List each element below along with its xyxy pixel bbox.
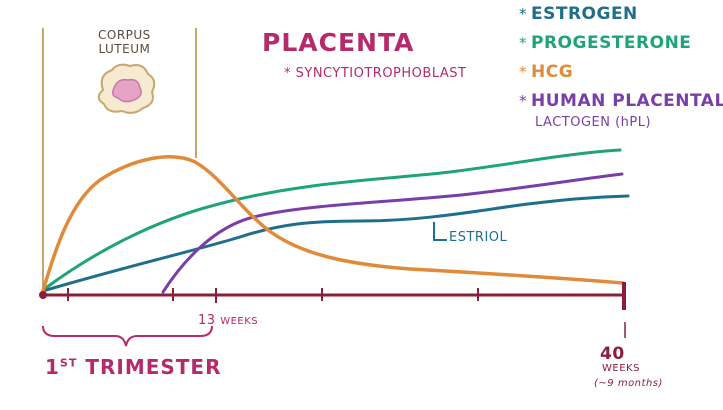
week13-number: 13: [198, 313, 216, 328]
legend-label: ESTROGEN: [531, 4, 638, 24]
progesterone-curve: [41, 148, 622, 292]
hpl-curve: [161, 172, 624, 294]
estrogen-curve: [41, 194, 630, 293]
legend-star-icon: *: [519, 92, 527, 110]
estriol-pointer: [433, 222, 447, 241]
week13-unit: WEEKS: [220, 316, 259, 327]
syncytiotrophoblast-note: * SYNCYTIOTROPHOBLAST: [284, 66, 467, 81]
placenta-title: PLACENTA: [262, 28, 415, 57]
trimester-ordinal: ST: [59, 356, 78, 370]
week13-label: 13 WEEKS: [198, 313, 258, 328]
week40-unit: WEEKS: [602, 363, 640, 374]
corpus-luteum-line1: CORPUS: [98, 28, 151, 42]
first-trimester-label: 1ST TRIMESTER: [45, 355, 222, 379]
legend-star-icon: *: [519, 34, 527, 52]
week40-months-note: (~9 months): [594, 378, 663, 389]
legend-progesterone: * PROGESTERONE: [519, 33, 691, 53]
legend-estrogen: * ESTROGEN: [519, 4, 638, 24]
legend-hpl: * HUMAN PLACENTAL: [519, 91, 723, 111]
hcg-curve: [41, 155, 625, 293]
legend-label: HUMAN PLACENTAL: [531, 91, 723, 111]
week40-number: 40: [600, 344, 625, 364]
corpus-luteum-label: CORPUS LUTEUM: [98, 28, 151, 56]
legend-hcg: * HCG: [519, 62, 573, 82]
axis-start-dot: [39, 291, 47, 299]
legend-label: HCG: [531, 62, 574, 82]
trimester-word: TRIMESTER: [85, 355, 222, 379]
legend-star-icon: *: [519, 63, 527, 81]
legend-hpl-sub: LACTOGEN (hPL): [535, 115, 652, 130]
first-trimester-brace: [42, 325, 213, 347]
corpus-luteum-drawing: [97, 63, 156, 114]
corpus-luteum-line2: LUTEUM: [98, 42, 151, 56]
legend-star-icon: *: [519, 5, 527, 23]
trimester-number: 1: [45, 355, 60, 379]
estriol-label: ESTRIOL: [449, 230, 508, 245]
legend-label: PROGESTERONE: [531, 33, 692, 53]
